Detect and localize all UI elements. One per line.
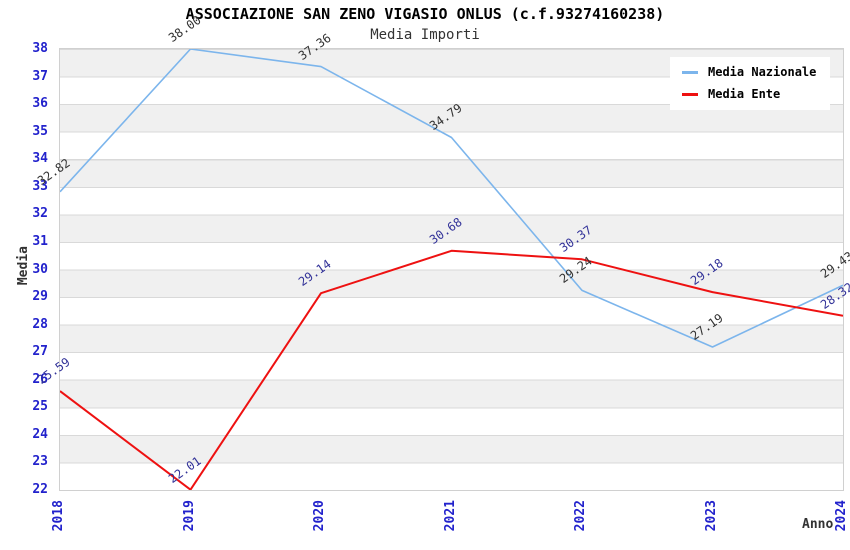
series-lines	[60, 49, 843, 490]
y-tick-label: 32	[32, 206, 48, 222]
legend-swatch-line-icon	[682, 92, 698, 96]
x-tick-label: 2021	[442, 500, 458, 532]
chart-subtitle: Media Importi	[370, 27, 480, 43]
y-tick-label: 37	[32, 68, 48, 84]
y-tick-label: 25	[32, 399, 48, 415]
x-tick-label: 2018	[51, 500, 66, 532]
y-tick-label: 31	[32, 233, 48, 249]
x-axis-label: Anno	[802, 517, 834, 532]
legend-label: Media Ente	[708, 87, 781, 101]
series-line-media-ente	[60, 249, 843, 490]
chart-title: ASSOCIAZIONE SAN ZENO VIGASIO ONLUS (c.f…	[185, 5, 665, 23]
x-tick-label: 2023	[703, 500, 719, 532]
legend-item-media-nazionale: Media Nazionale	[682, 65, 816, 79]
legend-swatch-line-icon	[682, 70, 698, 74]
y-tick-label: 27	[32, 344, 48, 360]
x-tick-label: 2022	[573, 500, 588, 532]
y-tick-label: 26	[32, 371, 48, 387]
legend-item-media-ente: Media Ente	[682, 87, 816, 101]
x-tick-label: 2020	[312, 500, 327, 532]
y-tick-label: 24	[32, 426, 48, 442]
y-tick-label: 38	[32, 41, 48, 56]
y-tick-label: 34	[32, 151, 48, 167]
plot-area	[59, 48, 844, 491]
y-tick-label: 36	[32, 96, 48, 112]
legend-label: Media Nazionale	[708, 65, 817, 79]
series-line-media-nazionale	[60, 49, 843, 348]
x-tick-label: 2019	[181, 500, 197, 532]
legend: Media Nazionale Media Ente	[670, 57, 831, 110]
x-tick-label: 2024	[834, 500, 849, 532]
y-tick-label: 35	[32, 123, 48, 139]
y-tick-label: 23	[32, 454, 48, 470]
y-tick-label: 30	[32, 261, 48, 277]
y-tick-label: 28	[32, 316, 48, 332]
y-tick-label: 22	[32, 482, 48, 497]
y-tick-label: 33	[32, 178, 48, 194]
y-tick-label: 29	[32, 289, 48, 305]
